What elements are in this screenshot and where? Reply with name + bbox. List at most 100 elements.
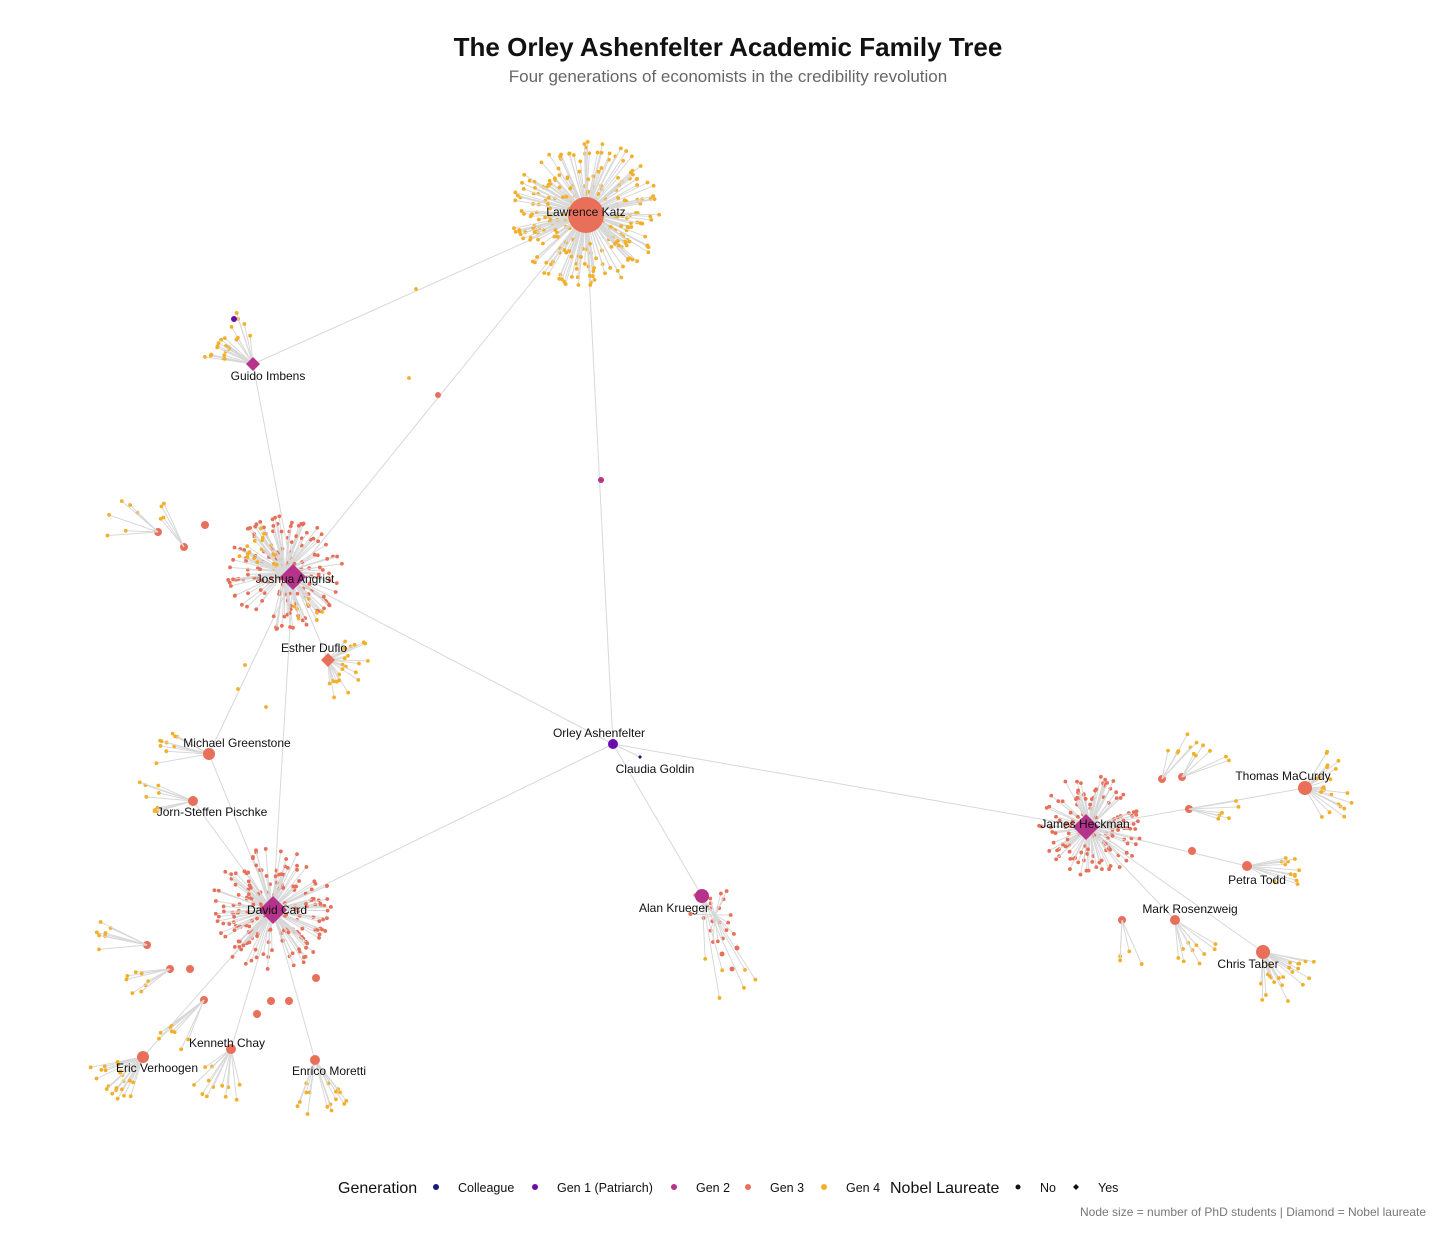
lawrence-katz-student-node [645, 243, 650, 248]
kenneth-chay-student-node [206, 1078, 211, 1083]
thomas-macurdy-student-node [1345, 791, 1350, 795]
thomas-macurdy-student-node [1319, 815, 1324, 819]
chris-taber-student-node [1272, 980, 1277, 985]
joshua-angrist-student-node [340, 561, 344, 566]
thomas-macurdy-node [1298, 781, 1312, 795]
lawrence-katz-student-node [557, 185, 562, 190]
james-heckman-student-node [1079, 850, 1084, 855]
eric-verhoogen-student-node [94, 1076, 99, 1081]
lawrence-katz-student-node [527, 178, 532, 183]
david-card-student-node [295, 852, 299, 857]
lawrence-katz-student-node [635, 259, 639, 264]
joshua-angrist-student-node [292, 604, 297, 609]
joshua-angrist-student-node [228, 565, 232, 570]
kenneth-chay-student-edge [225, 1048, 232, 1097]
thomas-macurdy-student-node [1327, 810, 1332, 815]
james-heckman-student-node [1079, 781, 1083, 786]
james-heckman-sub-student-node [1139, 962, 1144, 966]
david-card-student-node [295, 863, 299, 868]
james-heckman-sub-student-edge [1181, 755, 1197, 778]
lawrence-katz-student-node [547, 178, 552, 183]
james-heckman-sub-student-edge [1188, 808, 1230, 819]
david-card-student-node [317, 919, 322, 924]
joshua-angrist-sub-student-node [128, 503, 132, 507]
david-card-student-node [291, 884, 296, 889]
joshua-angrist-student-edge [284, 527, 318, 573]
david-card-sub-student-edge [98, 934, 148, 946]
alan-krueger-student-node [753, 977, 758, 982]
petra-todd-student-edge [1246, 865, 1297, 881]
david-card-student-node [312, 879, 317, 884]
david-card-student-node [311, 950, 316, 954]
james-heckman-student-node [1075, 779, 1079, 784]
joshua-angrist-student-node [273, 515, 277, 520]
joshua-angrist-student-node [288, 625, 293, 629]
lawrence-katz-student-node [519, 209, 524, 213]
david-card-student-node [270, 948, 274, 952]
petra-todd-label: Petra Todd [1228, 873, 1286, 887]
claudia-goldin-node [638, 755, 642, 759]
enrico-moretti-student-node [342, 1102, 347, 1106]
joshua-angrist-student-node [262, 591, 267, 596]
joshua-angrist-student-node [244, 558, 248, 563]
james-heckman-student-node [1075, 795, 1080, 800]
lawrence-katz-node [568, 197, 604, 233]
kenneth-chay-student-edge [208, 1048, 232, 1081]
lawrence-katz-student-node [652, 197, 657, 201]
david-card-student-node [323, 929, 328, 933]
lawrence-katz-student-node [544, 260, 549, 265]
james-heckman-student-node [1057, 818, 1062, 823]
alan-krueger-student-node [726, 920, 731, 925]
james-heckman-student-node [1133, 842, 1138, 847]
lawrence-katz-student-node [571, 153, 576, 158]
guido-imbens-student-edge [220, 339, 254, 365]
david-card-student-node [290, 951, 295, 956]
mark-rosenzweig-student-node [1202, 952, 1207, 956]
joshua-angrist-student-node [320, 609, 324, 614]
james-heckman-sub-student-node [1220, 810, 1224, 815]
james-heckman-sub-student-edge [1121, 919, 1143, 965]
enrico-moretti-student-edge [299, 1059, 316, 1103]
david-card-sub-student-node [158, 1030, 163, 1035]
edge-orley-ashenfelter-to-joshua-angrist [292, 576, 614, 745]
james-heckman-sub-student-node [1193, 753, 1198, 758]
guido-imbens-student-node [216, 341, 221, 346]
kenneth-chay-student-node [204, 1094, 209, 1099]
lawrence-katz-student-node [629, 221, 633, 226]
lawrence-katz-student-node [546, 183, 551, 188]
david-card-student-node [243, 961, 248, 966]
alan-krueger-student-node [719, 951, 725, 957]
joshua-angrist-student-node [232, 593, 237, 598]
michael-greenstone-student-node [173, 734, 177, 739]
guido-imbens-student-node [219, 337, 224, 342]
lawrence-katz-student-node [621, 158, 626, 163]
alan-krueger-student-edge [701, 895, 723, 971]
enrico-moretti-student-node [325, 1104, 330, 1109]
eric-verhoogen-student-edge [106, 1056, 144, 1090]
lawrence-katz-student-node [533, 185, 537, 190]
eric-verhoogen-student-node [120, 1087, 124, 1092]
lawrence-katz-student-node [536, 237, 540, 242]
lawrence-katz-student-node [645, 180, 650, 185]
lawrence-katz-student-node [600, 142, 605, 147]
labels-layer: Orley Ashenfelter Claudia Goldin Lawrence … [116, 205, 1331, 1078]
james-heckman-student-node [1133, 827, 1138, 831]
james-heckman-sub-student-edge [1161, 750, 1169, 780]
kenneth-chay-student-edge [206, 1048, 232, 1097]
david-card-sub-student-node [139, 971, 144, 976]
joshua-angrist-student-node [258, 588, 263, 592]
legend-nobel-yes-label: Yes [1098, 1181, 1118, 1195]
james-heckman-student-node [1108, 847, 1113, 852]
mark-rosenzweig-label: Mark Rosenzweig [1142, 902, 1237, 916]
joshua-angrist-student-node [291, 625, 295, 630]
david-card-student-node [233, 882, 238, 887]
thomas-macurdy-student-edge [1304, 787, 1348, 794]
james-heckman-student-node [1131, 822, 1136, 826]
eric-verhoogen-student-node [116, 1062, 121, 1067]
legend-gen-1-patriarch-swatch [532, 1184, 538, 1190]
lawrence-katz-student-node [612, 241, 617, 246]
nodes-layer [137, 197, 1312, 1065]
james-heckman-student-node [1048, 825, 1053, 830]
joshua-angrist-student-node [279, 529, 284, 534]
david-card-sub-student-node [179, 1047, 184, 1052]
